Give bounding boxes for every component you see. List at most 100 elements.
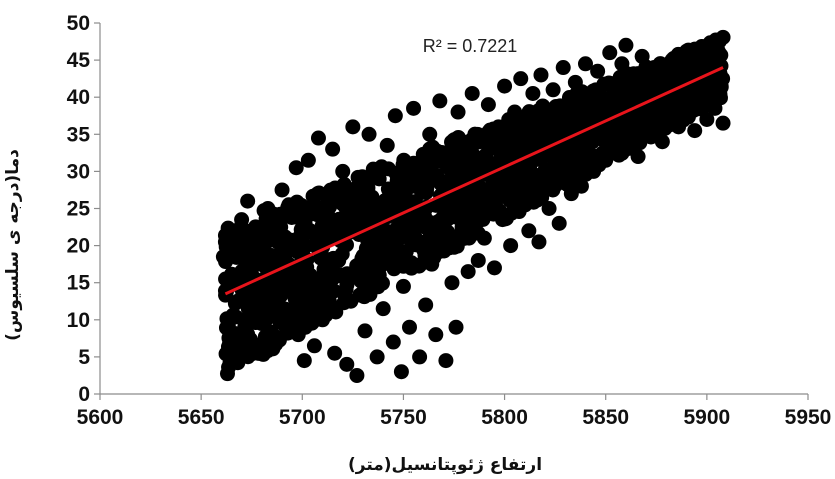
data-point <box>261 285 277 301</box>
data-point <box>385 334 401 350</box>
data-point <box>353 178 369 194</box>
data-point <box>371 275 387 291</box>
data-point <box>432 93 448 109</box>
x-tick-labels: 5600 5650 5700 5750 5800 5850 5900 5950 <box>77 406 832 429</box>
data-point <box>501 139 517 155</box>
data-point <box>281 319 297 335</box>
data-point <box>246 243 262 259</box>
data-point <box>426 250 442 266</box>
data-point <box>715 71 731 87</box>
data-point <box>689 59 705 75</box>
data-point <box>222 336 238 352</box>
data-point <box>465 181 481 197</box>
data-point <box>438 353 454 369</box>
data-point <box>325 269 341 285</box>
data-point <box>618 112 634 128</box>
data-point <box>237 312 253 328</box>
data-point <box>322 189 338 205</box>
data-point <box>335 163 351 179</box>
x-tick-label: 5950 <box>785 406 832 429</box>
data-point <box>687 123 703 139</box>
data-point <box>336 285 352 301</box>
r-squared-label: R² = 0.7221 <box>423 36 518 56</box>
data-point <box>531 234 547 250</box>
data-point <box>240 349 256 365</box>
y-tick-label: 45 <box>67 49 91 72</box>
data-point <box>227 240 243 256</box>
data-point <box>444 275 460 291</box>
data-point <box>395 278 411 294</box>
data-point <box>551 215 567 231</box>
data-point <box>317 255 333 271</box>
data-point <box>630 130 646 146</box>
data-point <box>541 201 557 216</box>
data-point <box>339 356 355 372</box>
data-point <box>630 116 646 132</box>
data-point <box>470 252 486 268</box>
data-point <box>421 216 437 232</box>
data-point <box>235 286 251 302</box>
data-point <box>319 285 335 301</box>
data-point <box>525 85 541 101</box>
data-point <box>425 139 441 155</box>
data-point <box>412 155 428 171</box>
data-point <box>553 161 569 177</box>
data-point <box>464 85 480 101</box>
data-point <box>304 315 320 331</box>
data-point <box>526 175 542 191</box>
data-point <box>406 100 422 116</box>
data-point <box>665 59 681 75</box>
data-point <box>380 161 396 177</box>
data-point <box>500 125 516 141</box>
data-point <box>559 176 575 192</box>
data-point <box>397 222 413 238</box>
data-point <box>599 119 615 135</box>
data-point <box>521 223 537 239</box>
data-point <box>629 84 645 100</box>
data-point <box>218 320 234 336</box>
data-point <box>619 129 635 145</box>
data-point <box>296 353 312 369</box>
data-point <box>327 345 343 361</box>
data-points <box>215 29 731 383</box>
data-point <box>282 234 298 250</box>
data-point <box>647 114 663 130</box>
data-point <box>482 184 498 200</box>
x-tick-label: 5650 <box>178 406 225 429</box>
data-point <box>428 197 444 213</box>
data-point <box>444 134 460 150</box>
data-point <box>393 364 409 380</box>
data-point <box>598 145 614 161</box>
data-point <box>281 197 297 213</box>
data-point <box>349 367 365 383</box>
data-point <box>545 82 561 98</box>
data-point <box>475 150 491 166</box>
data-point <box>450 104 466 120</box>
data-point <box>362 265 378 281</box>
data-point <box>240 193 256 209</box>
data-point <box>584 157 600 173</box>
data-point <box>577 56 593 72</box>
y-tick-label: 20 <box>67 235 90 258</box>
data-point <box>618 37 634 53</box>
data-point <box>602 45 618 61</box>
data-point <box>571 164 587 180</box>
y-tick-label: 15 <box>67 272 91 295</box>
data-point <box>604 133 620 149</box>
data-point <box>379 137 395 153</box>
data-point <box>448 203 464 219</box>
data-point <box>691 100 707 116</box>
data-point <box>297 239 313 255</box>
data-point <box>274 182 290 198</box>
y-tick-label: 0 <box>78 383 90 406</box>
trendline <box>224 66 724 296</box>
y-tick-label: 10 <box>67 309 90 332</box>
x-tick-label: 5600 <box>77 406 124 429</box>
x-tick-label: 5850 <box>582 406 629 429</box>
data-point <box>428 327 444 343</box>
data-point <box>555 60 571 76</box>
data-point <box>584 94 600 110</box>
data-point <box>485 206 501 222</box>
data-point <box>545 126 561 142</box>
data-point <box>323 298 339 314</box>
